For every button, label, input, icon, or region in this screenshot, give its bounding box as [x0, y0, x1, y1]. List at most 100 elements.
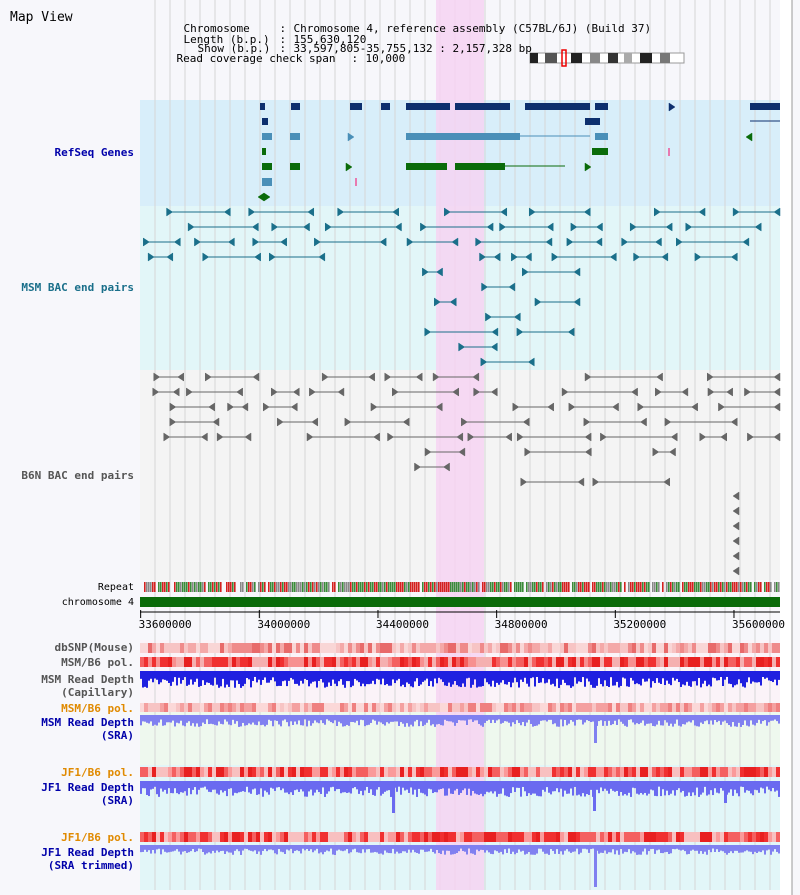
depth-bar: [680, 845, 682, 851]
density-cell: [356, 703, 360, 712]
depth-bar: [574, 715, 576, 726]
density-cell: [148, 703, 152, 712]
bac-end-marker: [490, 342, 498, 352]
track-label-msm-b6-pol[interactable]: MSM/B6 pol.: [61, 656, 134, 669]
density-cell: [616, 703, 620, 712]
gene-exon: [291, 103, 300, 110]
depth-bar: [512, 671, 514, 683]
depth-bar: [714, 781, 716, 789]
density-cell: [168, 767, 172, 777]
repeat-element: [248, 582, 250, 592]
density-cell: [452, 703, 456, 712]
depth-bar: [366, 715, 368, 726]
density-cell: [160, 643, 164, 653]
depth-bar: [772, 845, 774, 852]
density-cell: [184, 657, 188, 667]
depth-bar: [148, 781, 150, 797]
depth-bar: [640, 671, 642, 686]
density-cell: [640, 657, 644, 667]
repeat-element: [274, 582, 276, 592]
track-label-dbsnp[interactable]: dbSNP(Mouse): [54, 641, 134, 654]
depth-bar: [460, 671, 462, 688]
track-label-jf1-depth-sra[interactable]: JF1 Read Depth: [41, 781, 134, 794]
repeat-element: [528, 582, 530, 592]
density-cell: [756, 657, 760, 667]
depth-bar: [622, 781, 624, 796]
density-cell: [592, 703, 596, 712]
track-label-jf1-depth-trimmed[interactable]: JF1 Read Depth: [41, 846, 134, 859]
repeat-element: [674, 582, 676, 592]
repeat-element: [766, 582, 768, 592]
density-cell: [276, 703, 280, 712]
depth-bar: [712, 845, 714, 849]
repeat-element: [250, 582, 252, 592]
density-cell: [144, 832, 148, 842]
depth-bar: [210, 845, 212, 854]
depth-bar: [254, 781, 256, 789]
density-cell: [712, 657, 716, 667]
density-cell: [236, 832, 240, 842]
density-cell: [208, 832, 212, 842]
depth-bar: [356, 781, 358, 790]
track-label-jf1-b6-pol[interactable]: JF1/B6 pol.: [61, 766, 134, 779]
density-cell: [460, 832, 464, 842]
density-cell: [432, 703, 436, 712]
track-label-msm-bac[interactable]: MSM BAC end pairs: [21, 281, 134, 294]
depth-bar: [642, 781, 644, 795]
track-label-b6n-bac[interactable]: B6N BAC end pairs: [21, 469, 134, 482]
bac-end-marker: [212, 417, 220, 427]
repeat-element: [162, 582, 164, 592]
depth-bar: [596, 781, 598, 790]
track-label-repeat[interactable]: Repeat: [97, 582, 134, 593]
density-cell: [732, 703, 736, 712]
depth-bar: [368, 715, 370, 725]
depth-bar: [146, 715, 148, 723]
gene-exon: [262, 148, 266, 155]
depth-bar: [344, 845, 346, 851]
depth-bar: [768, 845, 770, 850]
density-cell: [444, 832, 448, 842]
depth-bar: [702, 715, 704, 724]
repeat-element: [390, 582, 392, 592]
depth-bar: [708, 781, 710, 795]
repeat-element: [510, 582, 512, 592]
track-label-refseq[interactable]: RefSeq Genes: [54, 146, 134, 159]
depth-bar: [530, 781, 532, 795]
track-label-msm-depth-capillary[interactable]: MSM Read Depth: [41, 673, 134, 686]
gene-exon: [262, 178, 272, 186]
depth-bar: [606, 781, 608, 791]
density-cell: [212, 767, 216, 777]
gene-exon: [406, 103, 450, 110]
depth-bar: [286, 671, 288, 687]
density-cell: [768, 643, 772, 653]
repeat-element: [612, 582, 614, 592]
repeat-element: [280, 582, 282, 592]
track-label-msm-depth-sra[interactable]: MSM Read Depth: [41, 716, 134, 729]
depth-bar: [380, 845, 382, 854]
depth-bar: [584, 781, 586, 797]
density-cell: [472, 767, 476, 777]
depth-bar: [432, 715, 434, 725]
depth-bar: [600, 671, 602, 685]
depth-bar: [206, 781, 208, 790]
depth-bar: [736, 671, 738, 685]
density-cell: [680, 643, 684, 653]
depth-bar: [244, 671, 246, 684]
depth-bar: [316, 715, 318, 723]
depth-bar: [368, 671, 370, 685]
bac-end-marker: [663, 477, 670, 487]
density-cell: [284, 832, 288, 842]
depth-bar: [152, 781, 154, 789]
depth-bar: [216, 671, 218, 685]
depth-bar: [638, 781, 640, 795]
track-label-chromosome[interactable]: chromosome 4: [61, 597, 134, 608]
depth-bar: [768, 671, 770, 681]
depth-bar: [548, 671, 550, 680]
repeat-element: [508, 582, 510, 592]
density-cell: [716, 767, 720, 777]
track-label-jf1-b6-pol-2[interactable]: JF1/B6 pol.: [61, 831, 134, 844]
track-label-msm-b6-pol-2[interactable]: MSM/B6 pol.: [61, 702, 134, 715]
depth-bar: [520, 781, 522, 797]
density-cell: [432, 832, 436, 842]
